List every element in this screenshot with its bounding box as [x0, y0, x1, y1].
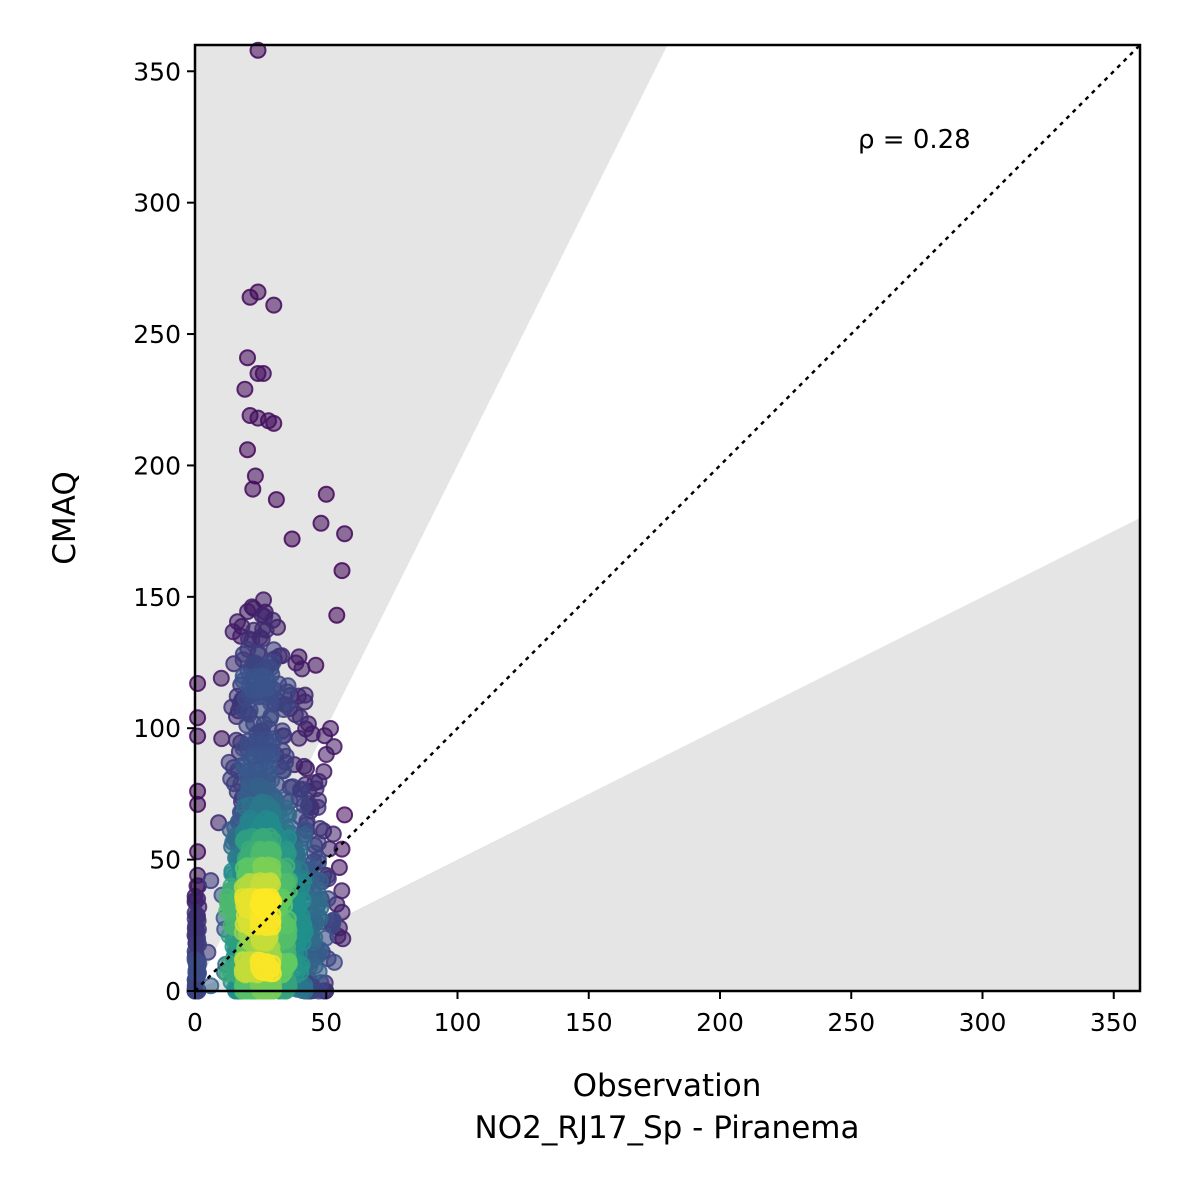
x-tick-label: 300 [959, 1008, 1007, 1037]
x-axis-ticks: 0 50 100 150 200 250 300 350 [187, 991, 1138, 1037]
x-tick-label: 50 [310, 1008, 342, 1037]
data-points [186, 41, 354, 1000]
data-point [258, 888, 275, 906]
plot-frame [193, 43, 1142, 993]
data-point [236, 380, 254, 398]
data-point [328, 606, 346, 624]
data-point [212, 669, 230, 687]
data-point [258, 670, 275, 688]
data-point [260, 412, 277, 430]
y-axis-label: CMAQ [47, 471, 83, 564]
x-tick-label: 200 [696, 1008, 744, 1037]
data-point [189, 675, 207, 692]
y-tick-label: 0 [165, 977, 181, 1006]
reference-line-layer [194, 44, 1141, 992]
one-to-one-line [194, 44, 1141, 992]
data-point [257, 621, 275, 639]
data-point [189, 727, 207, 745]
data-point [312, 514, 330, 532]
data-point [317, 746, 335, 763]
data-point [333, 562, 351, 580]
data-point [291, 781, 309, 799]
data-point [189, 795, 207, 813]
x-tick-label: 350 [1090, 1008, 1138, 1037]
y-tick-label: 50 [149, 846, 181, 875]
correlation-annotation: ρ = 0.28 [858, 125, 971, 155]
y-tick-label: 150 [133, 583, 181, 612]
data-point [244, 480, 262, 498]
y-tick-label: 100 [133, 714, 181, 743]
data-point [267, 491, 285, 509]
data-point [264, 954, 282, 972]
data-point [249, 951, 267, 969]
data-point [213, 730, 231, 748]
data-point [261, 710, 279, 728]
y-tick-label: 200 [133, 451, 181, 480]
x-tick-label: 0 [187, 1008, 203, 1037]
data-point [336, 525, 354, 543]
x-tick-label: 150 [565, 1008, 613, 1037]
x-axis-label: Observation [573, 1068, 762, 1104]
data-point [296, 693, 314, 711]
y-tick-label: 300 [133, 189, 181, 218]
data-point [249, 283, 267, 301]
data-point [189, 709, 207, 727]
data-point [279, 677, 297, 695]
data-point [317, 485, 335, 503]
data-point [295, 797, 313, 814]
data-point [239, 441, 256, 459]
data-point [224, 623, 242, 641]
x-axis-label-line2: NO2_RJ17_Sp - Piranema [475, 1110, 860, 1146]
data-point [249, 41, 267, 59]
y-axis-ticks: 0 50 100 150 200 250 300 350 [133, 57, 195, 1006]
data-point [239, 349, 256, 367]
data-point [189, 890, 207, 908]
data-point [290, 729, 308, 747]
data-point [262, 872, 280, 890]
data-point [307, 780, 325, 798]
x-tick-label: 250 [827, 1008, 875, 1037]
data-point [287, 654, 305, 672]
shaded-region-1 [195, 518, 1140, 991]
x-tick-label: 100 [434, 1008, 482, 1037]
data-point [264, 842, 282, 860]
shaded-regions [195, 45, 1140, 991]
data-point [283, 530, 301, 548]
data-point [311, 820, 329, 837]
data-point [254, 365, 272, 382]
y-tick-label: 250 [133, 320, 181, 349]
data-point [202, 872, 220, 890]
data-point [307, 656, 325, 674]
data-point [322, 720, 339, 737]
shaded-region-0 [195, 45, 668, 991]
data-point [330, 859, 348, 876]
data-point [265, 296, 283, 314]
data-point [189, 843, 207, 861]
data-point [325, 953, 343, 971]
data-point [336, 806, 354, 824]
data-point [202, 977, 220, 995]
data-point [290, 897, 308, 915]
y-tick-label: 350 [133, 57, 181, 86]
data-point [279, 873, 296, 891]
